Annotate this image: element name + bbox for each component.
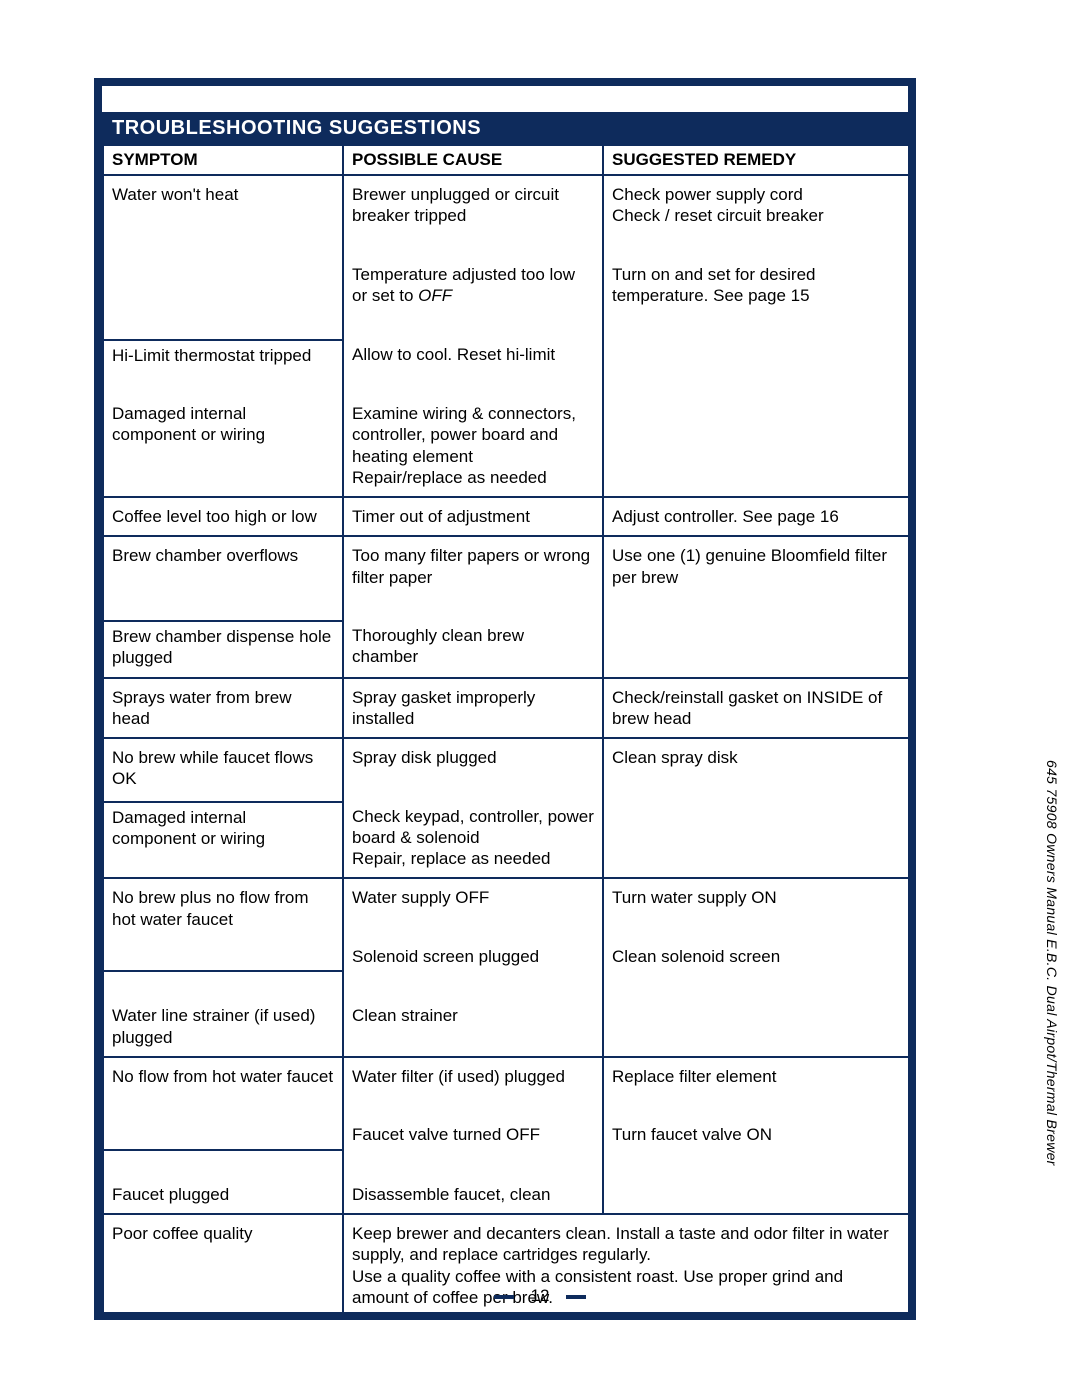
- cell-symptom: No brew while faucet flows OK: [103, 738, 343, 802]
- table-row: Faucet pluggedDisassemble faucet, clean: [103, 1180, 909, 1214]
- cell-cause: Too many filter papers or wrong filter p…: [343, 536, 603, 592]
- cell-cause: Faucet valve turned OFF: [343, 1120, 603, 1149]
- row-spacer: [103, 971, 909, 1001]
- cell-symptom: Brew chamber overflows: [103, 536, 343, 621]
- section-title: TROUBLESHOOTING SUGGESTIONS: [102, 112, 908, 144]
- cell-remedy: Clean strainer: [343, 1001, 603, 1057]
- cell-cause: Water supply OFF: [343, 878, 603, 912]
- table-row: Coffee level too high or lowTimer out of…: [103, 497, 909, 536]
- row-spacer: [103, 1150, 909, 1180]
- table-row: Sprays water from brew headSpray gasket …: [103, 678, 909, 739]
- cell-remedy: Turn on and set for desired temperature.…: [603, 260, 909, 311]
- cell-cause: Temperature adjusted too low or set to O…: [343, 260, 603, 311]
- cell-cause: Damaged internal component or wiring: [103, 802, 343, 879]
- page: TROUBLESHOOTING SUGGESTIONS SYMPTOM POSS…: [0, 0, 1080, 1397]
- cell-cause: Damaged internal component or wiring: [103, 399, 343, 497]
- table-body: Water won't heatBrewer unplugged or circ…: [103, 175, 909, 1317]
- cell-remedy: Thoroughly clean brew chamber: [343, 621, 603, 678]
- cell-cause: Brew chamber dispense hole plugged: [103, 621, 343, 678]
- col-cause: POSSIBLE CAUSE: [343, 145, 603, 175]
- table-row: No brew while faucet flows OKSpray disk …: [103, 738, 909, 772]
- row-spacer: [103, 370, 909, 399]
- cell-cause: Timer out of adjustment: [343, 497, 603, 536]
- cell-symptom: Water won't heat: [103, 175, 343, 340]
- italic-text: OFF: [418, 286, 452, 305]
- table-row: Water line strainer (if used) pluggedCle…: [103, 1001, 909, 1057]
- cell-cause: Brewer unplugged or circuit breaker trip…: [343, 175, 603, 231]
- cell-remedy: Adjust controller. See page 16: [603, 497, 909, 536]
- table-row: No flow from hot water faucetWater filte…: [103, 1057, 909, 1091]
- troubleshooting-table: SYMPTOM POSSIBLE CAUSE SUGGESTED REMEDY …: [102, 144, 910, 1318]
- cell-cause: Spray disk plugged: [343, 738, 603, 772]
- cell-cause: Faucet plugged: [103, 1180, 343, 1214]
- table-row: Brew chamber dispense hole pluggedThorou…: [103, 621, 909, 678]
- cell-remedy: Check/reinstall gasket on INSIDE of brew…: [603, 678, 909, 739]
- cell-remedy: Turn faucet valve ON: [603, 1120, 909, 1149]
- cell-remedy: Check keypad, controller, power board & …: [343, 802, 603, 879]
- cell-symptom: No brew plus no flow from hot water fauc…: [103, 878, 343, 971]
- table-row: Damaged internal component or wiringExam…: [103, 399, 909, 497]
- cell-remedy: Use one (1) genuine Bloomfield filter pe…: [603, 536, 909, 592]
- cell-cause: Solenoid screen plugged: [343, 942, 603, 971]
- cell-symptom: Sprays water from brew head: [103, 678, 343, 739]
- table-row: Hi-Limit thermostat trippedAllow to cool…: [103, 340, 909, 370]
- cell-remedy: Allow to cool. Reset hi-limit: [343, 340, 603, 370]
- col-remedy: SUGGESTED REMEDY: [603, 145, 909, 175]
- cell-remedy: Replace filter element: [603, 1057, 909, 1091]
- page-number: 12: [0, 1286, 1080, 1306]
- page-num-dash-left: [494, 1295, 514, 1299]
- table-row: Water won't heatBrewer unplugged or circ…: [103, 175, 909, 231]
- cell-remedy: Clean solenoid screen: [603, 942, 909, 971]
- table-row: Damaged internal component or wiringChec…: [103, 802, 909, 879]
- cell-symptom: No flow from hot water faucet: [103, 1057, 343, 1150]
- cell-remedy: Clean spray disk: [603, 738, 909, 772]
- page-num-dash-right: [566, 1295, 586, 1299]
- cell-remedy: Turn water supply ON: [603, 878, 909, 912]
- page-number-value: 12: [531, 1286, 550, 1305]
- cell-cause: Spray gasket improperly installed: [343, 678, 603, 739]
- cell-cause: Hi-Limit thermostat tripped: [103, 340, 343, 370]
- col-symptom: SYMPTOM: [103, 145, 343, 175]
- cell-remedy: Examine wiring & connectors, controller,…: [343, 399, 603, 497]
- table-row: Brew chamber overflowsToo many filter pa…: [103, 536, 909, 592]
- footer-side-label: 645 75908 Owners Manual E.B.C. Dual Airp…: [1044, 760, 1060, 1166]
- cell-cause: Water filter (if used) plugged: [343, 1057, 603, 1091]
- table-header: SYMPTOM POSSIBLE CAUSE SUGGESTED REMEDY: [103, 145, 909, 175]
- table-row: No brew plus no flow from hot water fauc…: [103, 878, 909, 912]
- cell-symptom: Coffee level too high or low: [103, 497, 343, 536]
- cell-cause: Water line strainer (if used) plugged: [103, 1001, 343, 1057]
- cell-remedy: Check power supply cordCheck / reset cir…: [603, 175, 909, 231]
- cell-remedy: Disassemble faucet, clean: [343, 1180, 603, 1214]
